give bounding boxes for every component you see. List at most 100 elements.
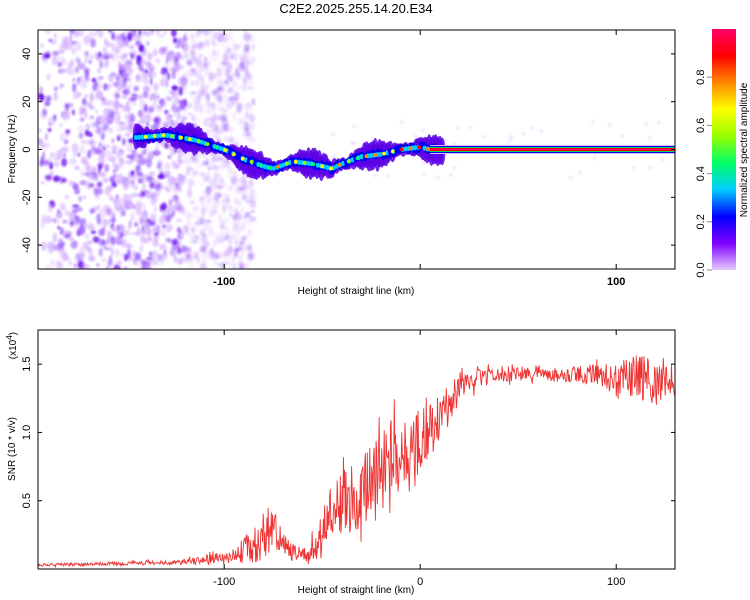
noise-speck	[103, 219, 111, 226]
noise-speck	[192, 107, 196, 111]
noise-speck	[63, 230, 70, 235]
noise-speck	[251, 190, 255, 194]
noise-speck	[125, 243, 133, 250]
noise-speck	[78, 195, 82, 203]
noise-speck	[247, 221, 252, 226]
noise-speck	[233, 136, 239, 142]
spectrogram-plot	[38, 30, 675, 269]
noise-speck	[185, 247, 191, 257]
ridge-blob-inner	[350, 157, 355, 163]
noise-speck	[153, 95, 158, 102]
noise-speck	[53, 33, 57, 39]
noise-speck	[116, 37, 124, 48]
noise-speck	[108, 110, 116, 120]
noise-speck	[140, 244, 143, 254]
noise-speck	[147, 151, 154, 160]
ridge-blob-inner	[378, 151, 383, 157]
noise-speck	[204, 55, 208, 65]
noise-speck	[93, 187, 99, 196]
ridge-blob-inner	[413, 145, 418, 151]
noise-speck	[198, 53, 203, 60]
noise-speck	[123, 181, 129, 191]
noise-speck	[131, 149, 137, 156]
noise-speck	[180, 207, 186, 214]
noise-speck	[50, 152, 56, 157]
noise-speck	[85, 180, 92, 190]
noise-speck	[87, 247, 93, 254]
noise-speck	[222, 194, 227, 202]
noise-speck	[247, 86, 253, 90]
noise-speck	[50, 240, 55, 247]
noise-speck	[40, 220, 45, 229]
ridge-peak	[426, 147, 430, 151]
ridge-blob-inner	[272, 165, 276, 171]
noise-speck	[164, 109, 169, 115]
noise-speck	[88, 31, 93, 41]
noise-speck	[47, 127, 52, 133]
noise-speck	[123, 77, 131, 82]
noise-speck	[204, 103, 209, 107]
noise-speck	[234, 56, 238, 65]
noise-speck	[62, 251, 68, 262]
colorbar-tick-label: 0.4	[695, 166, 707, 181]
noise-speck	[233, 236, 240, 241]
noise-speck	[632, 165, 636, 169]
ridge-blob-inner	[262, 163, 267, 170]
noise-speck	[468, 125, 472, 129]
noise-speck	[112, 163, 119, 169]
noise-speck	[129, 113, 136, 123]
noise-speck	[108, 195, 114, 202]
noise-speck	[83, 195, 86, 199]
noise-speck	[225, 35, 233, 42]
noise-speck	[52, 175, 61, 182]
noise-speck	[231, 79, 238, 89]
noise-speck	[227, 168, 234, 175]
noise-speck	[191, 226, 195, 233]
noise-speck	[159, 34, 164, 38]
noise-speck	[69, 32, 73, 42]
noise-speck	[72, 49, 76, 55]
noise-speck	[105, 266, 109, 269]
noise-speck	[213, 259, 219, 266]
ridge-peak	[267, 165, 272, 170]
noise-speck	[172, 164, 177, 169]
noise-speck	[146, 121, 150, 127]
noise-speck	[186, 214, 191, 222]
noise-speck	[124, 113, 131, 121]
noise-speck	[129, 154, 135, 162]
noise-speck	[147, 106, 155, 113]
noise-speck	[95, 90, 103, 100]
noise-speck	[62, 219, 68, 224]
noise-speck	[121, 126, 129, 131]
noise-speck	[192, 206, 199, 212]
noise-speck	[149, 76, 153, 86]
noise-speck	[78, 105, 86, 114]
noise-speck	[169, 225, 173, 233]
noise-speck	[234, 240, 239, 246]
noise-speck	[199, 262, 207, 269]
noise-speck	[220, 40, 226, 48]
noise-speck	[142, 181, 146, 191]
noise-speck	[196, 251, 201, 259]
noise-speck	[227, 184, 234, 190]
noise-speck	[118, 206, 126, 211]
noise-speck	[171, 90, 176, 98]
noise-speck	[115, 54, 124, 60]
noise-speck	[208, 122, 212, 129]
noise-speck	[161, 202, 167, 211]
noise-speck	[142, 85, 151, 93]
noise-speck	[212, 196, 219, 205]
noise-speck	[227, 47, 235, 57]
noise-speck	[155, 30, 161, 33]
noise-speck	[104, 38, 108, 46]
noise-speck	[103, 99, 110, 106]
noise-speck	[203, 40, 211, 48]
noise-speck	[68, 258, 72, 267]
noise-speck	[530, 126, 534, 130]
ridge-peak	[170, 134, 175, 139]
noise-speck	[240, 235, 247, 243]
noise-speck	[195, 215, 202, 219]
ridge-peak	[390, 149, 395, 154]
noise-speck	[97, 204, 101, 210]
ridge-blob-inner	[315, 162, 320, 168]
